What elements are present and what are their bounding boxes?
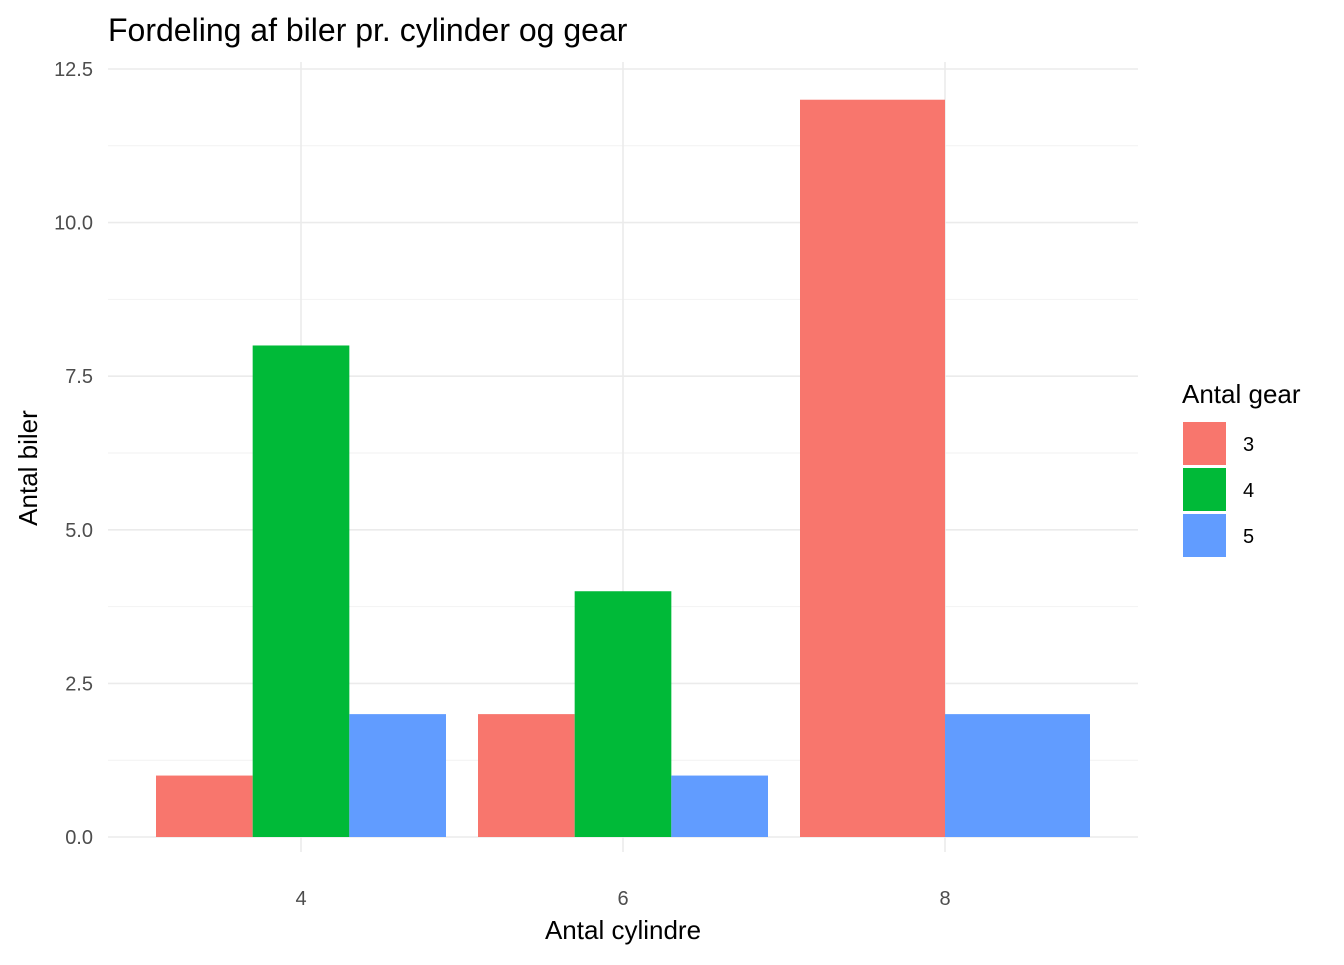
bar-cyl4-gear4 <box>252 345 350 837</box>
bar-cyl6-gear5 <box>671 775 768 837</box>
y-tick-label: 5.0 <box>65 520 93 542</box>
axes: 0.0 2.5 5.0 7.5 10.0 12.5 4 6 8 <box>54 59 951 910</box>
bar-cyl4-gear3 <box>156 775 253 837</box>
legend-key-5 <box>1183 514 1226 557</box>
bar-cyl8-gear5 <box>945 714 1090 837</box>
bar-cyl8-gear3 <box>800 99 945 838</box>
y-tick-label: 2.5 <box>65 673 93 695</box>
y-tick-label: 0.0 <box>65 827 93 849</box>
x-tick-label: 8 <box>939 888 950 910</box>
bar-cyl6-gear4 <box>574 591 672 837</box>
legend-label: 5 <box>1243 526 1254 548</box>
y-tick-label: 10.0 <box>54 213 93 235</box>
y-axis-title: Antal biler <box>13 410 43 526</box>
legend-key-4 <box>1183 468 1226 511</box>
legend-key-3 <box>1183 422 1226 465</box>
bars <box>156 99 1090 838</box>
legend-label: 3 <box>1243 434 1254 456</box>
bar-cyl6-gear3 <box>478 714 575 837</box>
legend-label: 4 <box>1243 480 1254 502</box>
y-tick-label: 7.5 <box>65 366 93 388</box>
x-tick-label: 4 <box>295 888 306 910</box>
chart-title: Fordeling af biler pr. cylinder og gear <box>108 12 628 48</box>
x-axis-title: Antal cylindre <box>545 915 701 945</box>
legend-title: Antal gear <box>1182 379 1301 409</box>
legend: Antal gear 3 4 5 <box>1182 379 1301 557</box>
x-tick-label: 6 <box>617 888 628 910</box>
y-tick-label: 12.5 <box>54 59 93 81</box>
bar-cyl4-gear5 <box>349 714 446 837</box>
